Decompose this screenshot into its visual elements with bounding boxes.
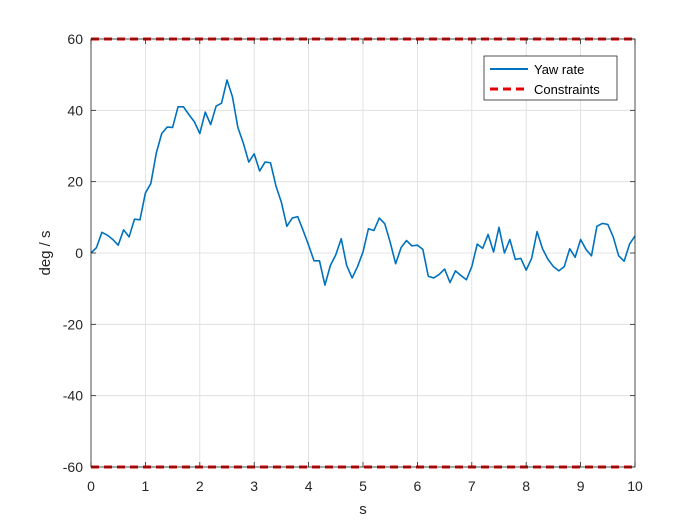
legend-label-constraints: Constraints: [534, 82, 600, 97]
x-tick-label: 9: [577, 478, 585, 494]
y-tick-label: -60: [63, 459, 83, 475]
y-tick-label: 0: [75, 245, 83, 261]
y-tick-label: 20: [67, 174, 83, 190]
x-tick-label: 8: [522, 478, 530, 494]
y-tick-label: -40: [63, 388, 83, 404]
x-axis-label: s: [359, 501, 367, 518]
x-tick-label: 1: [142, 478, 150, 494]
y-tick-label: 40: [67, 102, 83, 118]
x-tick-label: 0: [87, 478, 95, 494]
x-tick-label: 3: [250, 478, 258, 494]
series-line-yaw-rate: [90, 79, 636, 286]
legend-box: [483, 55, 618, 101]
x-tick-label: 6: [414, 478, 422, 494]
y-axis-label: deg / s: [37, 230, 54, 275]
y-tick-label: 60: [67, 31, 83, 47]
axis-ticks: [90, 38, 636, 468]
x-tick-label: 5: [359, 478, 367, 494]
y-tick-labels: -60 -40 -20 0 20 40 60: [63, 31, 83, 475]
y-tick-label: -20: [63, 316, 83, 332]
x-tick-labels: 0 1 2 3 4 5 6 7 8 9 10: [87, 478, 643, 494]
x-tick-label: 10: [627, 478, 643, 494]
x-tick-label: 4: [305, 478, 313, 494]
legend-label-yaw-rate: Yaw rate: [534, 62, 584, 77]
series-layer: [90, 79, 636, 286]
x-tick-label: 7: [468, 478, 476, 494]
legend: Yaw rate Constraints: [483, 55, 618, 101]
x-tick-label: 2: [196, 478, 204, 494]
